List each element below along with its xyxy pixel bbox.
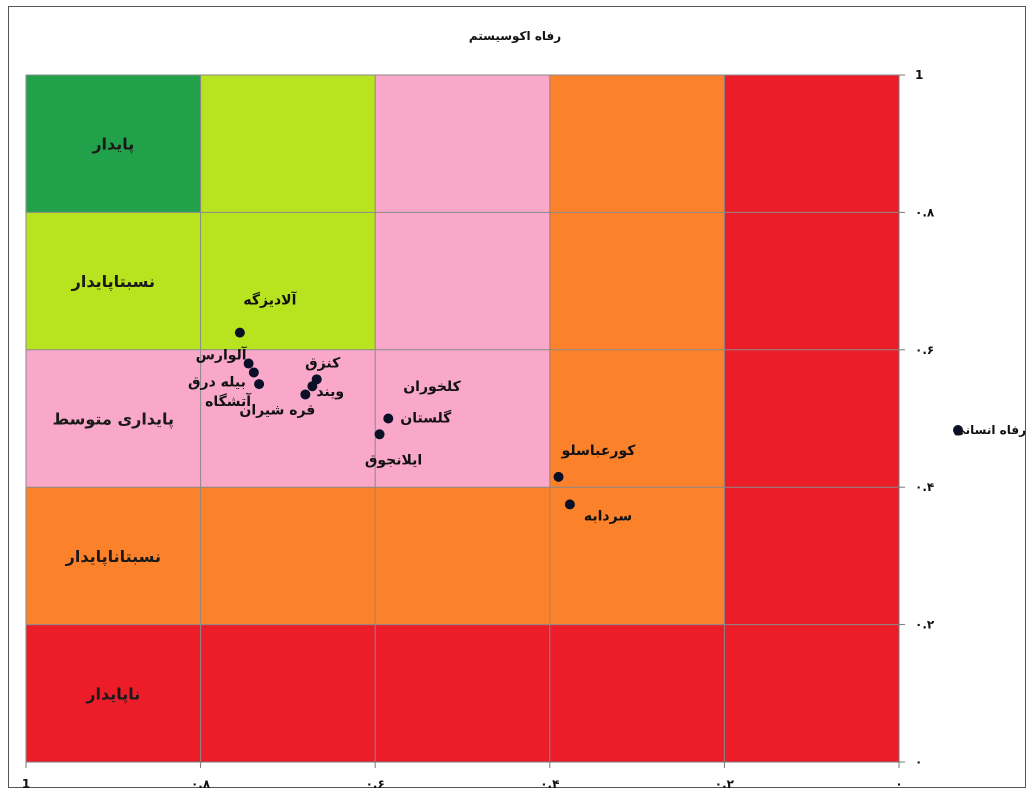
- data-point: [564, 499, 575, 510]
- data-point: [234, 327, 245, 338]
- data-point: [243, 358, 254, 369]
- y-tick-label: ۰.۶: [915, 343, 934, 357]
- zone-cell: [724, 487, 899, 625]
- zone-cell: [26, 75, 201, 213]
- x-tick-label: ۰.۴: [540, 777, 559, 791]
- zone-cell: [549, 75, 725, 213]
- legend-label: رفاه انسانی: [953, 423, 1026, 437]
- data-point-label: آتشگاه: [205, 392, 252, 410]
- zone-cell: [200, 487, 376, 625]
- zone-cell: [724, 624, 899, 762]
- data-point-label: بیله درق: [188, 374, 246, 390]
- zone-label: ناپایدار: [85, 684, 140, 704]
- data-point-label: سردابه: [584, 508, 632, 524]
- zone-label: نسبتاناپایدار: [65, 547, 161, 567]
- y-tick-label: ۰.۲: [915, 618, 935, 632]
- zone-cell: [375, 212, 550, 350]
- y-tick-label: ۰: [915, 755, 922, 769]
- zone-cell: [26, 624, 201, 762]
- data-point: [383, 413, 394, 424]
- data-point: [248, 367, 259, 378]
- zone-cell: [549, 349, 725, 488]
- zone-cell: [200, 212, 376, 350]
- zone-label: پایداری متوسط: [53, 410, 175, 430]
- y-tick-label: ۰.۴: [915, 480, 934, 494]
- zone-cell: [375, 75, 550, 213]
- zone-label: نسبتاپایدار: [71, 272, 155, 292]
- zone-cell: [549, 624, 725, 762]
- y-tick-label: 1: [915, 68, 923, 82]
- data-point: [300, 389, 311, 400]
- zone-cell: [724, 75, 899, 213]
- zone-cell: [26, 487, 201, 625]
- data-point-label: قره شیران: [239, 402, 315, 418]
- zone-cell: [200, 624, 376, 762]
- zone-cell: [375, 349, 550, 488]
- zone-cell: [26, 349, 201, 488]
- zone-label: پایدار: [91, 135, 134, 155]
- x-tick-label: ۰.۶: [366, 777, 385, 791]
- data-point-label: ویند: [316, 384, 344, 400]
- data-point-label: آلادیزگه: [243, 291, 297, 309]
- data-point-label: آلوارس: [196, 346, 248, 364]
- zone-cell: [549, 487, 725, 625]
- zone-cell: [200, 75, 376, 213]
- y-tick-label: ۰.۸: [915, 205, 935, 219]
- data-point-label: گلستان: [400, 410, 452, 427]
- zone-cell: [724, 212, 899, 350]
- zone-cell: [200, 349, 376, 488]
- data-point: [553, 471, 564, 482]
- x-tick-label: 1: [22, 777, 30, 791]
- zone-cell: [724, 349, 899, 488]
- data-point-label: کلخوران: [403, 379, 461, 395]
- x-tick-label: ۰: [895, 777, 902, 791]
- zone-cell: [26, 212, 201, 350]
- zone-cell: [549, 212, 725, 350]
- data-point: [307, 381, 318, 392]
- x-tick-label: ۰.۸: [191, 777, 211, 791]
- chart-title: رفاه اکوسیستم: [469, 29, 561, 44]
- data-point-label: کنزق: [305, 355, 341, 371]
- data-point: [254, 379, 265, 390]
- legend-marker: [953, 425, 963, 435]
- data-point-label: کورعباسلو: [561, 443, 637, 459]
- data-point: [374, 429, 385, 440]
- x-tick-label: ۰.۲: [715, 777, 735, 791]
- zone-cell: [375, 624, 550, 762]
- data-point-label: ایلانجوق: [365, 452, 422, 468]
- zone-cell: [375, 487, 550, 625]
